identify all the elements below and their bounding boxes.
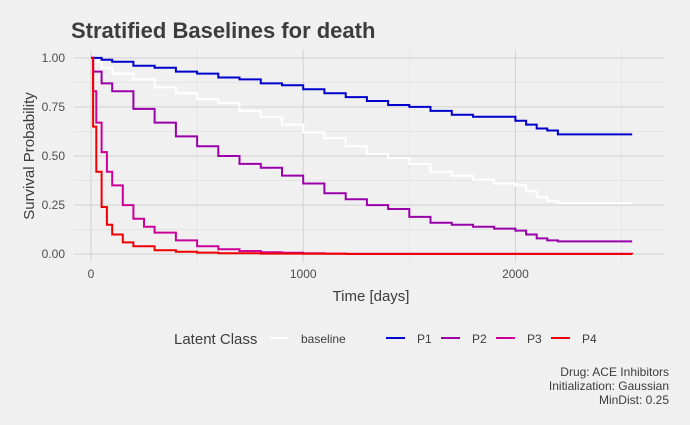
series-line-baseline	[91, 56, 633, 205]
legend: Latent Class baseline P1 P2 P3 P4	[174, 331, 597, 348]
y-tick-label: 1.00	[42, 51, 66, 65]
legend-label-p3: P3	[527, 332, 542, 346]
legend-label-p2: P2	[472, 332, 487, 346]
x-tick-label: 1000	[290, 267, 317, 281]
legend-label-p4: P4	[582, 332, 597, 346]
caption-line-drug: Drug: ACE Inhibitors	[560, 365, 669, 379]
series-lines	[91, 56, 634, 255]
chart-caption: Drug: ACE Inhibitors Initialization: Gau…	[549, 365, 669, 407]
tick-labels: 0 1000 2000 0.00 0.25 0.50 0.75 1.00	[42, 51, 529, 281]
x-tick-label: 0	[88, 267, 95, 281]
grid-lines	[74, 50, 664, 262]
series-line-p1	[91, 56, 633, 136]
y-tick-label: 0.50	[42, 149, 66, 163]
x-axis-label: Time [days]	[333, 288, 410, 305]
y-axis-label: Survival Probability	[21, 92, 38, 220]
y-tick-label: 0.00	[42, 247, 66, 261]
legend-label-p1: P1	[417, 332, 432, 346]
y-tick-label: 0.75	[42, 100, 66, 114]
caption-line-initialization: Initialization: Gaussian	[549, 379, 669, 393]
caption-line-mindist: MinDist: 0.25	[599, 393, 669, 407]
series-line-p4	[91, 56, 634, 255]
x-tick-label: 2000	[502, 267, 529, 281]
series-line-p2	[91, 56, 633, 243]
chart-title: Stratified Baselines for death	[71, 18, 375, 43]
legend-title: Latent Class	[174, 331, 257, 348]
legend-label-baseline: baseline	[301, 332, 346, 346]
y-tick-label: 0.25	[42, 198, 66, 212]
